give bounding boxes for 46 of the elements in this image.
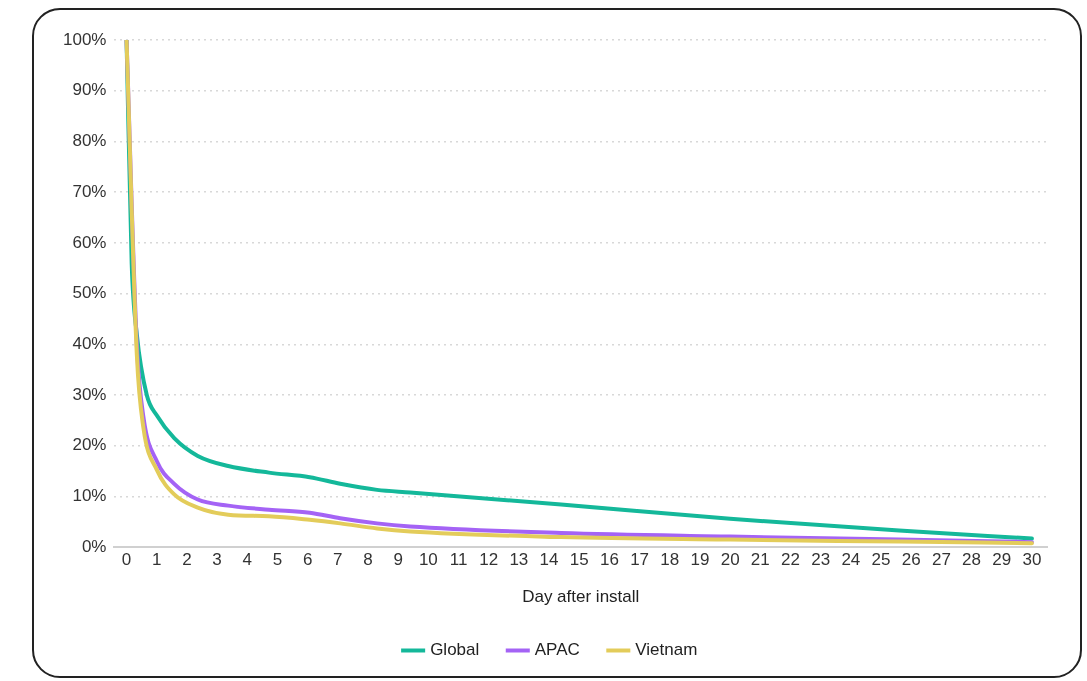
x-tick-label: 20	[720, 550, 740, 570]
y-tick-label: 40%	[72, 334, 107, 354]
x-tick-label: 3	[212, 550, 222, 570]
x-tick-label: 16	[599, 550, 619, 570]
x-tick-label: 9	[393, 550, 403, 570]
x-tick-label: 28	[962, 550, 982, 570]
x-tick-label: 8	[363, 550, 373, 570]
x-tick-label: 26	[901, 550, 921, 570]
y-tick-label: 90%	[72, 80, 107, 100]
x-tick-label: 1	[152, 550, 162, 570]
legend-label: APAC	[534, 640, 580, 660]
x-tick-label: 21	[750, 550, 770, 570]
x-tick-label: 25	[871, 550, 891, 570]
x-tick-label: 17	[630, 550, 650, 570]
x-tick-label: 4	[242, 550, 252, 570]
y-tick-label: 50%	[72, 283, 107, 303]
x-tick-label: 30	[1022, 550, 1042, 570]
y-tick-label: 0%	[81, 536, 107, 556]
x-tick-label: 13	[509, 550, 529, 570]
x-tick-label: 2	[182, 550, 192, 570]
x-tick-label: 5	[272, 550, 283, 570]
x-tick-label: 29	[992, 550, 1012, 570]
legend-label: Vietnam	[635, 640, 698, 660]
x-tick-label: 27	[931, 550, 951, 570]
y-tick-label: 60%	[72, 232, 107, 252]
y-tick-label: 30%	[72, 384, 107, 404]
y-tick-label: 100%	[63, 29, 107, 49]
x-tick-label: 11	[449, 550, 468, 570]
y-tick-label: 10%	[72, 486, 107, 506]
x-tick-label: 18	[660, 550, 680, 570]
x-tick-label: 14	[539, 550, 559, 570]
x-axis-title: Day after install	[522, 587, 640, 607]
x-tick-label: 24	[841, 550, 861, 570]
x-tick-label: 22	[781, 550, 800, 570]
x-tick-label: 19	[690, 550, 710, 570]
legend-label: Global	[430, 640, 480, 660]
y-tick-label: 20%	[72, 435, 107, 455]
x-tick-label: 0	[121, 550, 132, 570]
x-tick-label: 7	[333, 550, 343, 570]
x-tick-label: 15	[569, 550, 589, 570]
x-tick-label: 23	[811, 550, 831, 570]
y-tick-label: 80%	[72, 131, 107, 151]
x-tick-label: 10	[418, 550, 438, 570]
x-tick-label: 6	[302, 550, 313, 570]
y-tick-label: 70%	[72, 181, 107, 201]
x-tick-label: 12	[479, 550, 499, 570]
